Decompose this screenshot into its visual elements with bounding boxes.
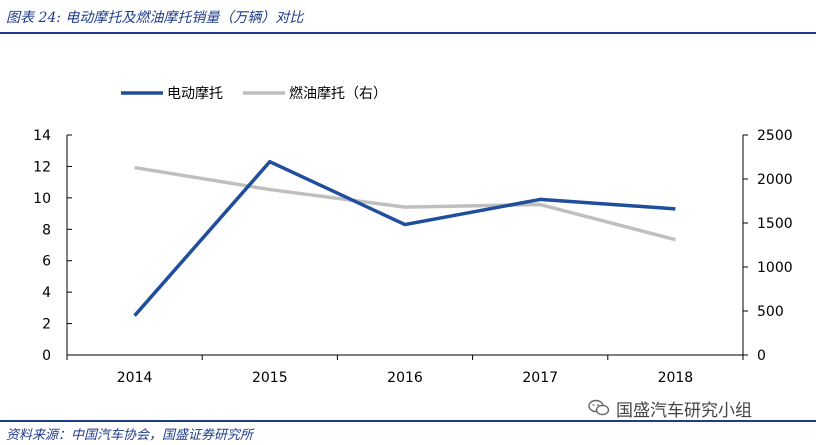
- series-line-1: [133, 159, 676, 317]
- watermark-text: 国盛汽车研究小组: [616, 400, 752, 421]
- footer-rule: [0, 420, 816, 422]
- y-right-tick-label: 0: [757, 348, 766, 364]
- watermark: 国盛汽车研究小组: [588, 396, 752, 421]
- y-left-tick-label: 6: [42, 254, 51, 270]
- x-tick-label: 2018: [658, 370, 694, 386]
- report-header: 图表 24: 电动摩托及燃油摩托销量（万辆）对比: [0, 0, 816, 34]
- legend-label-1: 电动摩托: [167, 85, 223, 102]
- x-tick-label: 2016: [387, 370, 423, 386]
- y-left-tick-label: 14: [33, 128, 51, 144]
- y-right-tick-label: 500: [757, 304, 784, 320]
- y-left-tick-label: 12: [33, 159, 51, 175]
- y-right-tick-label: 1500: [757, 216, 793, 232]
- y-right-tick-label: 2000: [757, 172, 793, 188]
- x-tick-label: 2017: [522, 370, 558, 386]
- legend-label-2: 燃油摩托（右）: [289, 85, 387, 102]
- source-note: 资料来源：中国汽车协会，国盛证券研究所: [6, 428, 254, 443]
- line-chart: 0 2 4 6 8 10 12 14 0 500 1000 1500 2000 2500 2014 2015 2…: [33, 85, 793, 386]
- y-left-tick-label: 4: [42, 285, 51, 301]
- y-right-tick-label: 1000: [757, 260, 793, 276]
- y-right-tick-label: 2500: [757, 128, 793, 144]
- y-left-tick-label: 10: [33, 191, 51, 207]
- y-left-tick-label: 0: [42, 348, 51, 364]
- x-tick-label: 2014: [117, 370, 153, 386]
- wechat-icon: [588, 399, 610, 416]
- figure-title: 图表 24: 电动摩托及燃油摩托销量（万辆）对比: [6, 10, 304, 26]
- x-tick-label: 2015: [252, 370, 288, 386]
- y-left-tick-label: 8: [42, 222, 51, 238]
- header-rule: [0, 32, 816, 34]
- y-left-tick-label: 2: [42, 317, 51, 333]
